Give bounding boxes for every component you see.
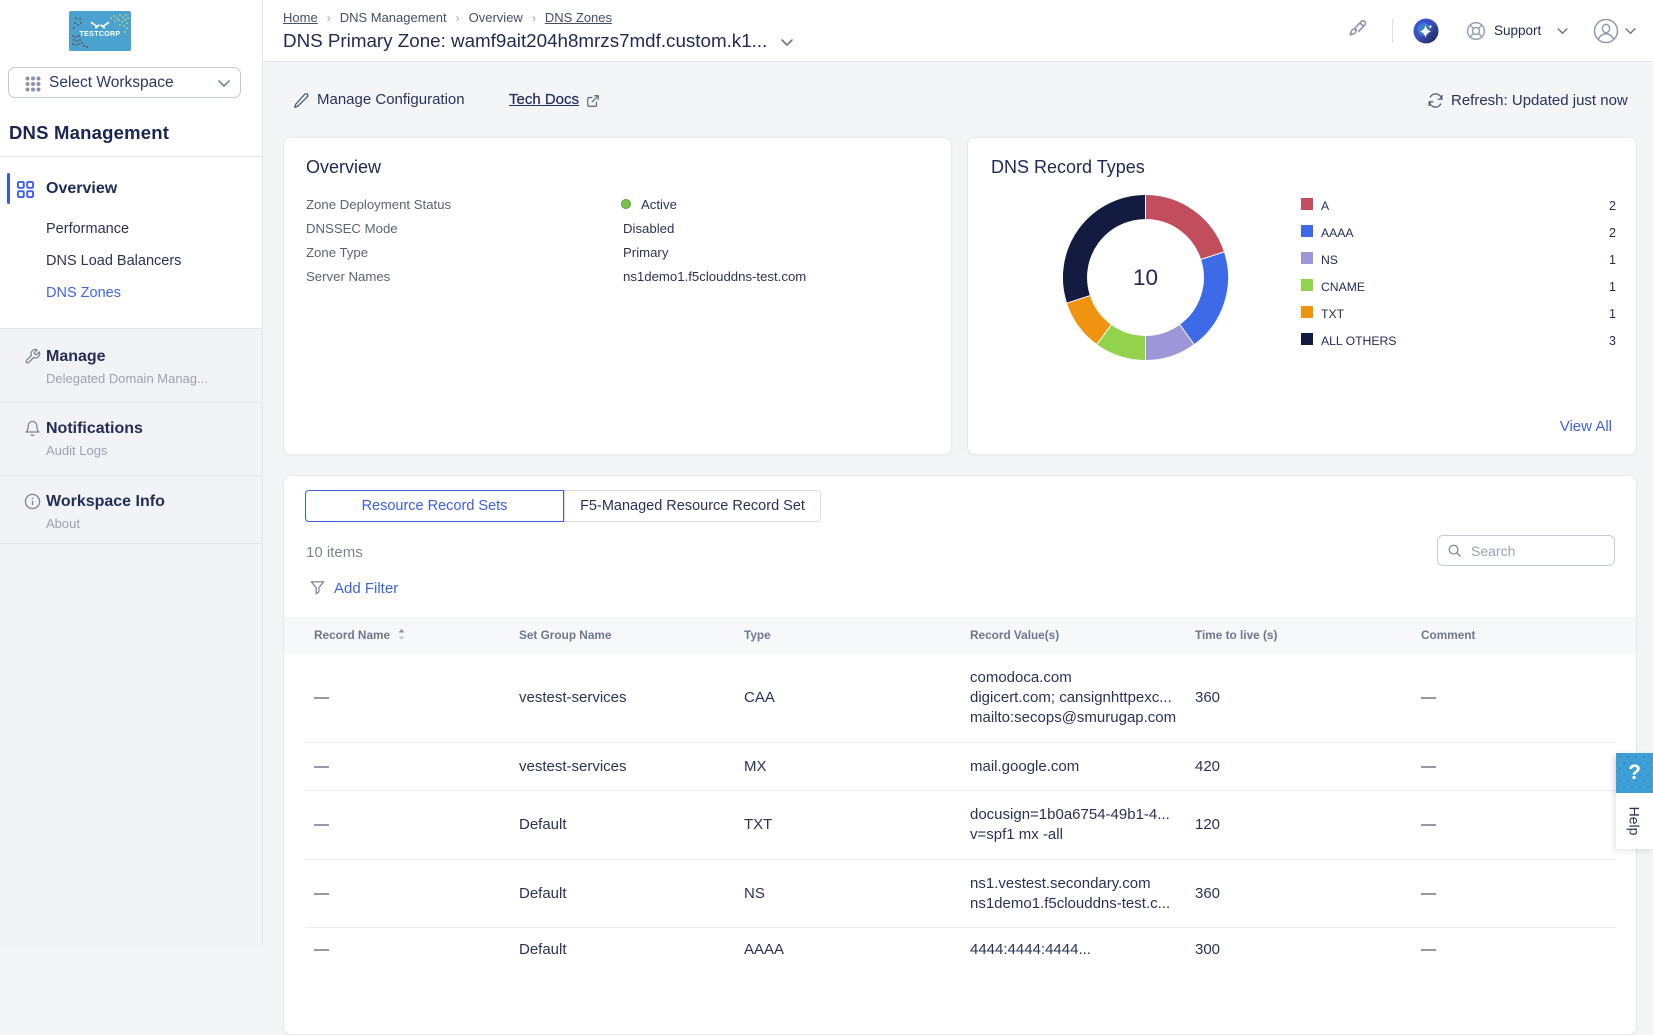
svg-text:TESTCORP: TESTCORP <box>80 31 121 38</box>
svg-text:10: 10 <box>1133 265 1158 290</box>
